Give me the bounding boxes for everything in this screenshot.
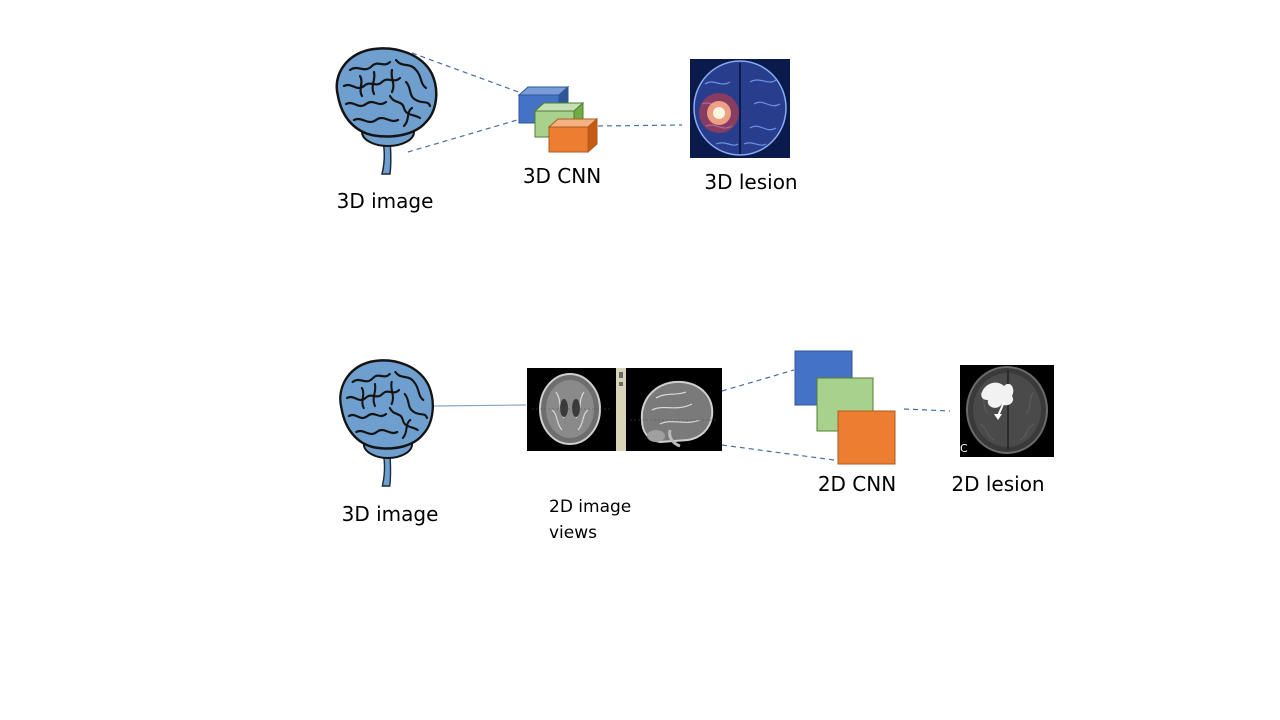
3d-cnn-cubes-icon <box>517 85 599 154</box>
brain-icon <box>339 359 435 488</box>
glowing-brain-lesion-icon <box>690 59 790 158</box>
viewer-divider <box>616 368 626 451</box>
top-pipeline: 3D image 3D CNN 3D lesion <box>335 47 798 213</box>
sagittal-slice-image <box>630 380 718 448</box>
bottom-views-label-line2: views <box>549 523 597 543</box>
bottom-views-label-line1: 2D image <box>549 497 631 517</box>
connector-line <box>431 404 527 407</box>
bottom-pipeline: C 3D image 2D image views 2D CNN 2D lesi… <box>339 350 1054 543</box>
top-connectors <box>407 52 683 153</box>
connector-line <box>721 369 795 392</box>
bottom-output-label: 2D lesion <box>951 472 1044 496</box>
mri-slice-views-icon <box>527 368 722 451</box>
cnn-block-orange <box>547 117 599 154</box>
top-model-label: 3D CNN <box>523 164 601 188</box>
connector-line <box>411 52 525 95</box>
2d-cnn-squares-icon <box>794 350 896 465</box>
connector-line <box>597 124 683 127</box>
axial-slice-image <box>532 373 610 445</box>
connector-line <box>903 408 951 412</box>
mri-axial-lesion-icon: C <box>960 365 1054 457</box>
panel-corner-letter: C <box>960 442 968 455</box>
brain-icon <box>335 47 438 176</box>
bottom-model-label: 2D CNN <box>818 472 896 496</box>
connector-line <box>721 444 835 461</box>
cnn-block-orange <box>837 410 896 465</box>
bottom-input-label: 3D image <box>342 502 439 526</box>
top-output-label: 3D lesion <box>704 170 797 194</box>
connector-line <box>407 117 525 153</box>
top-input-label: 3D image <box>337 189 434 213</box>
bottom-connectors <box>431 369 951 461</box>
